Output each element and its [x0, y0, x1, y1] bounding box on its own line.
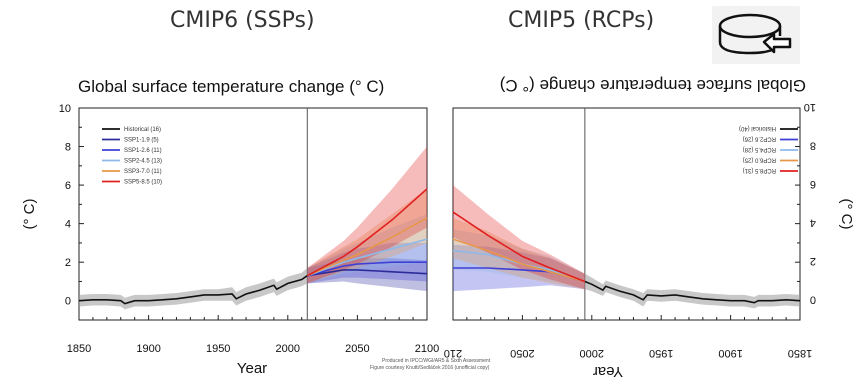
uncertainty-band: [453, 229, 585, 290]
series-line: [584, 280, 801, 304]
x-tick-label: 1850: [788, 347, 812, 359]
legend-label: RCP2.6 (26): [743, 136, 776, 142]
x-tick-label: 1950: [206, 343, 230, 355]
credit-line-2: Figure courtesy Knutti/Sedláček 2016 (un…: [370, 365, 490, 371]
uncertainty-band: [307, 146, 427, 284]
cmip6-chart: Global surface temperature change (° C) 0…: [21, 77, 439, 377]
x-tick-label: 1900: [718, 347, 742, 359]
y-tick-label: 8: [65, 142, 71, 154]
credit-line-1: Produced in IPCC/WGI/AR5 & Sixth Assessm…: [382, 358, 491, 364]
legend-label: RCP4.5 (28): [743, 146, 776, 152]
series-line: [452, 211, 586, 283]
uncertainty-band: [79, 268, 308, 310]
legend-label: Historical (16): [124, 127, 161, 133]
x-axis-title: Year: [593, 363, 623, 377]
y-tick-label: 0: [810, 294, 816, 306]
y-axis-title: (° C): [21, 199, 38, 230]
x-tick-label: 2000: [580, 347, 604, 359]
y-axis-title: (° C): [838, 199, 855, 230]
chart-title: Global surface temperature change (° C): [78, 77, 384, 96]
y-tick-label: 6: [65, 180, 71, 192]
series-line: [307, 261, 427, 277]
series-line: [307, 269, 428, 277]
uncertainty-band: [453, 185, 585, 290]
x-tick-label: 1900: [136, 343, 160, 355]
y-tick-label: 2: [810, 255, 816, 267]
y-tick-label: 10: [804, 101, 816, 113]
rotate-flip-icon[interactable]: [712, 6, 800, 64]
x-tick-label: 2100: [415, 343, 439, 355]
x-tick-label: 2000: [276, 343, 300, 355]
y-tick-label: 0: [65, 296, 71, 308]
series-line: [452, 238, 586, 283]
series-line: [78, 275, 308, 305]
y-tick-label: 2: [65, 257, 71, 269]
legend-label: SSP1-1.9 (5): [124, 138, 159, 144]
legend-label: RCP8.5 (31): [743, 167, 776, 173]
chart-title: Global surface temperature change (° C): [500, 76, 806, 95]
x-tick-label: 2050: [345, 343, 369, 355]
y-tick-label: 6: [810, 178, 816, 190]
uncertainty-band: [307, 258, 427, 292]
x-tick-label: 2050: [510, 347, 534, 359]
legend-label: Historical (40): [739, 125, 776, 131]
x-tick-label: 1850: [67, 343, 91, 355]
legend-label: SSP1-2.6 (11): [124, 148, 162, 154]
series-line: [307, 238, 428, 277]
legend-label: SSP5-8.5 (10): [124, 180, 162, 186]
figure-credit: Produced in IPCC/WGI/AR5 & Sixth Assessm…: [370, 358, 491, 371]
y-tick-label: 4: [810, 217, 816, 229]
cmip6-heading: CMIP6 (SSPs): [170, 8, 315, 33]
series-line: [306, 188, 428, 277]
y-tick-label: 4: [65, 219, 71, 231]
legend-label: SSP2-4.5 (13): [124, 159, 162, 165]
plot-frame: [78, 107, 428, 321]
uncertainty-band: [453, 244, 585, 292]
uncertainty-band: [584, 273, 800, 309]
x-axis-title: Year: [237, 360, 267, 377]
series-line: [306, 217, 428, 277]
x-tick-label: 210: [444, 347, 462, 359]
y-tick-label: 10: [59, 103, 71, 115]
legend-label: RCP6.0 (25): [743, 157, 776, 163]
legend-label: SSP3-7.0 (11): [124, 169, 162, 175]
cmip5-chart: Global surface temperature change (° C) 0…: [444, 76, 855, 377]
plot-frame: [452, 107, 801, 321]
uncertainty-band: [307, 214, 427, 284]
x-tick-label: 1950: [649, 347, 673, 359]
cmip5-heading: CMIP5 (RCPs): [508, 8, 655, 33]
y-tick-label: 8: [810, 140, 816, 152]
